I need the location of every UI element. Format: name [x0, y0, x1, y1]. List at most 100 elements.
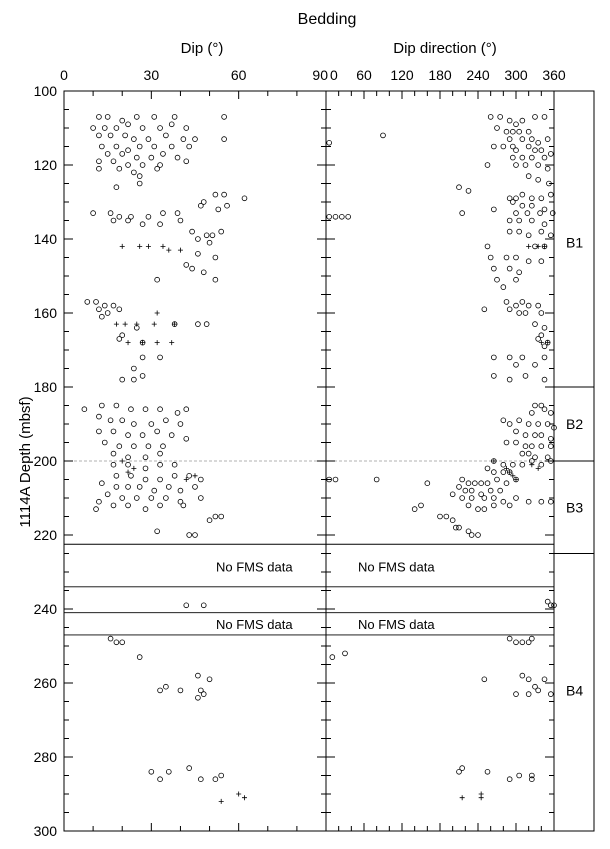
data-point-circle [139, 432, 146, 438]
data-point-circle [151, 487, 158, 494]
y-tick-label: 280 [34, 749, 58, 765]
data-point-circle [525, 498, 532, 505]
data-point-circle [113, 472, 120, 479]
data-point-circle [551, 602, 557, 609]
data-point-circle [535, 336, 541, 342]
data-point-circle [128, 472, 134, 479]
data-point-circle [218, 772, 225, 779]
data-point-circle [456, 768, 462, 775]
data-point-circle [491, 502, 497, 509]
data-point-circle [154, 428, 160, 435]
data-point-circle [131, 365, 137, 372]
data-point-circle [541, 324, 548, 331]
data-point-circle [110, 450, 117, 457]
data-point-circle [212, 776, 219, 782]
data-point-circle [186, 765, 192, 771]
data-point-circle [128, 214, 134, 220]
data-point-circle [96, 428, 102, 435]
data-point-circle [503, 254, 510, 261]
x-tick-label-dip: 0 [60, 67, 68, 83]
data-point-circle [183, 406, 190, 413]
data-point-circle [136, 484, 143, 490]
data-point-circle [163, 495, 169, 501]
data-point-circle [148, 421, 155, 427]
data-point-circle [500, 143, 507, 150]
data-point-cross [192, 473, 198, 479]
data-point-circle [157, 502, 163, 509]
data-point-circle [183, 125, 190, 131]
data-point-circle [221, 191, 227, 198]
data-point-cross [535, 243, 541, 249]
data-point-circle [174, 154, 181, 161]
data-point-circle [532, 321, 538, 327]
data-point-circle [506, 635, 513, 642]
data-point-cross [241, 795, 247, 801]
data-point-circle [522, 432, 529, 438]
data-point-circle [532, 402, 538, 409]
dip-direction-axis-label: Dip direction (°) [393, 40, 497, 57]
data-point-circle [160, 210, 166, 216]
data-point-circle [326, 140, 332, 146]
data-point-circle [186, 143, 192, 150]
data-point-circle [529, 776, 535, 782]
data-point-circle [189, 228, 195, 235]
data-point-circle [206, 239, 213, 246]
data-point-circle [380, 132, 386, 139]
no-fms-data-label: No FMS data [216, 559, 293, 574]
data-point-circle [136, 143, 143, 150]
data-point-circle [519, 639, 526, 646]
data-point-circle [96, 132, 102, 139]
data-point-circle [494, 476, 500, 483]
data-point-circle [154, 528, 160, 535]
data-point-circle [491, 354, 497, 361]
data-point-circle [157, 354, 163, 361]
data-point-circle [125, 454, 131, 461]
data-point-circle [494, 276, 500, 283]
data-point-circle [200, 691, 207, 697]
data-point-circle [532, 147, 538, 154]
data-point-circle [548, 443, 554, 450]
data-point-circle [107, 210, 114, 216]
data-point-circle [110, 217, 117, 224]
data-point-circle [125, 121, 131, 128]
data-point-circle [157, 406, 163, 413]
data-point-circle [183, 158, 190, 165]
data-point-circle [535, 177, 541, 183]
data-point-circle [516, 310, 522, 316]
data-point-circle [510, 143, 516, 150]
data-point-circle [122, 132, 128, 139]
data-point-circle [99, 480, 105, 487]
data-point-circle [206, 517, 213, 523]
x-tick-label-dip: 60 [231, 67, 247, 83]
data-point-circle [110, 461, 117, 468]
data-point-circle [535, 140, 541, 146]
data-point-circle [345, 214, 351, 220]
data-point-circle [145, 214, 152, 220]
data-point-cross [535, 465, 541, 471]
data-point-circle [168, 432, 175, 438]
annotations: No FMS data No FMS data No FMS data No FMS … [216, 559, 435, 631]
data-point-circle [418, 502, 424, 509]
data-point-circle [516, 772, 522, 779]
data-point-circle [195, 321, 201, 327]
data-point-circle [525, 676, 532, 683]
data-point-circle [510, 199, 516, 205]
data-point-circle [116, 306, 123, 313]
data-point-circle [519, 191, 526, 198]
data-point-circle [163, 417, 169, 424]
data-point-circle [136, 654, 143, 660]
data-point-circle [506, 421, 513, 427]
data-point-cross [140, 340, 146, 346]
data-point-circle [157, 162, 163, 168]
data-point-circle [180, 502, 187, 509]
data-point-circle [125, 484, 131, 490]
data-point-circle [119, 639, 126, 646]
data-point-circle [519, 202, 526, 209]
data-point-circle [131, 443, 137, 450]
data-point-circle [516, 217, 522, 224]
data-point-circle [529, 443, 535, 450]
data-point-circle [513, 162, 519, 168]
data-point-circle [99, 143, 105, 150]
data-point-circle [101, 125, 108, 131]
data-point-circle [96, 306, 102, 313]
